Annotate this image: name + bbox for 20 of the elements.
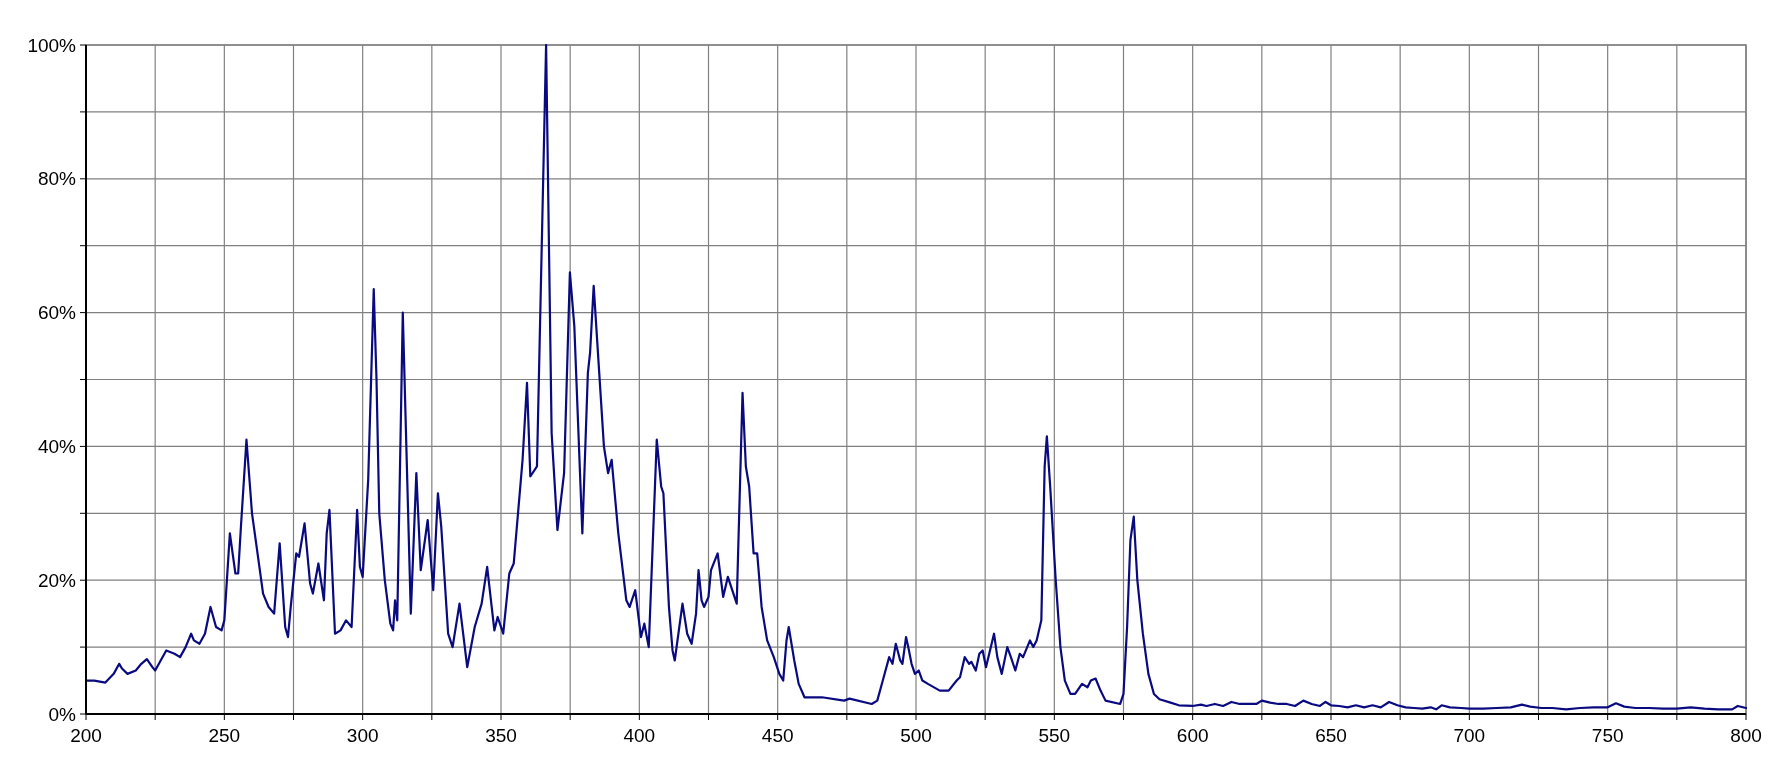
x-tick-label: 300 — [346, 725, 379, 746]
x-tick-label: 350 — [485, 725, 517, 746]
y-tick-label: 0% — [48, 703, 77, 725]
x-tick-label: 800 — [1730, 725, 1762, 746]
y-tick-label: 20% — [37, 569, 77, 591]
x-tick-label: 750 — [1591, 725, 1624, 746]
y-tick-label: 60% — [37, 302, 77, 324]
y-tick-label: 100% — [27, 34, 77, 56]
y-tick-label: 40% — [37, 436, 77, 458]
line-series — [84, 43, 1748, 711]
x-tick-label: 400 — [623, 725, 656, 746]
x-tick-label: 200 — [70, 725, 102, 746]
x-tick-label: 650 — [1315, 725, 1347, 746]
x-tick-label: 450 — [761, 725, 794, 746]
x-tick-label: 600 — [1176, 725, 1209, 746]
x-tick-label: 700 — [1453, 725, 1486, 746]
x-tick-label: 550 — [1038, 725, 1071, 746]
x-tick-label: 250 — [208, 725, 241, 746]
x-tick-label: 500 — [900, 725, 932, 746]
y-tick-label: 80% — [37, 168, 77, 190]
